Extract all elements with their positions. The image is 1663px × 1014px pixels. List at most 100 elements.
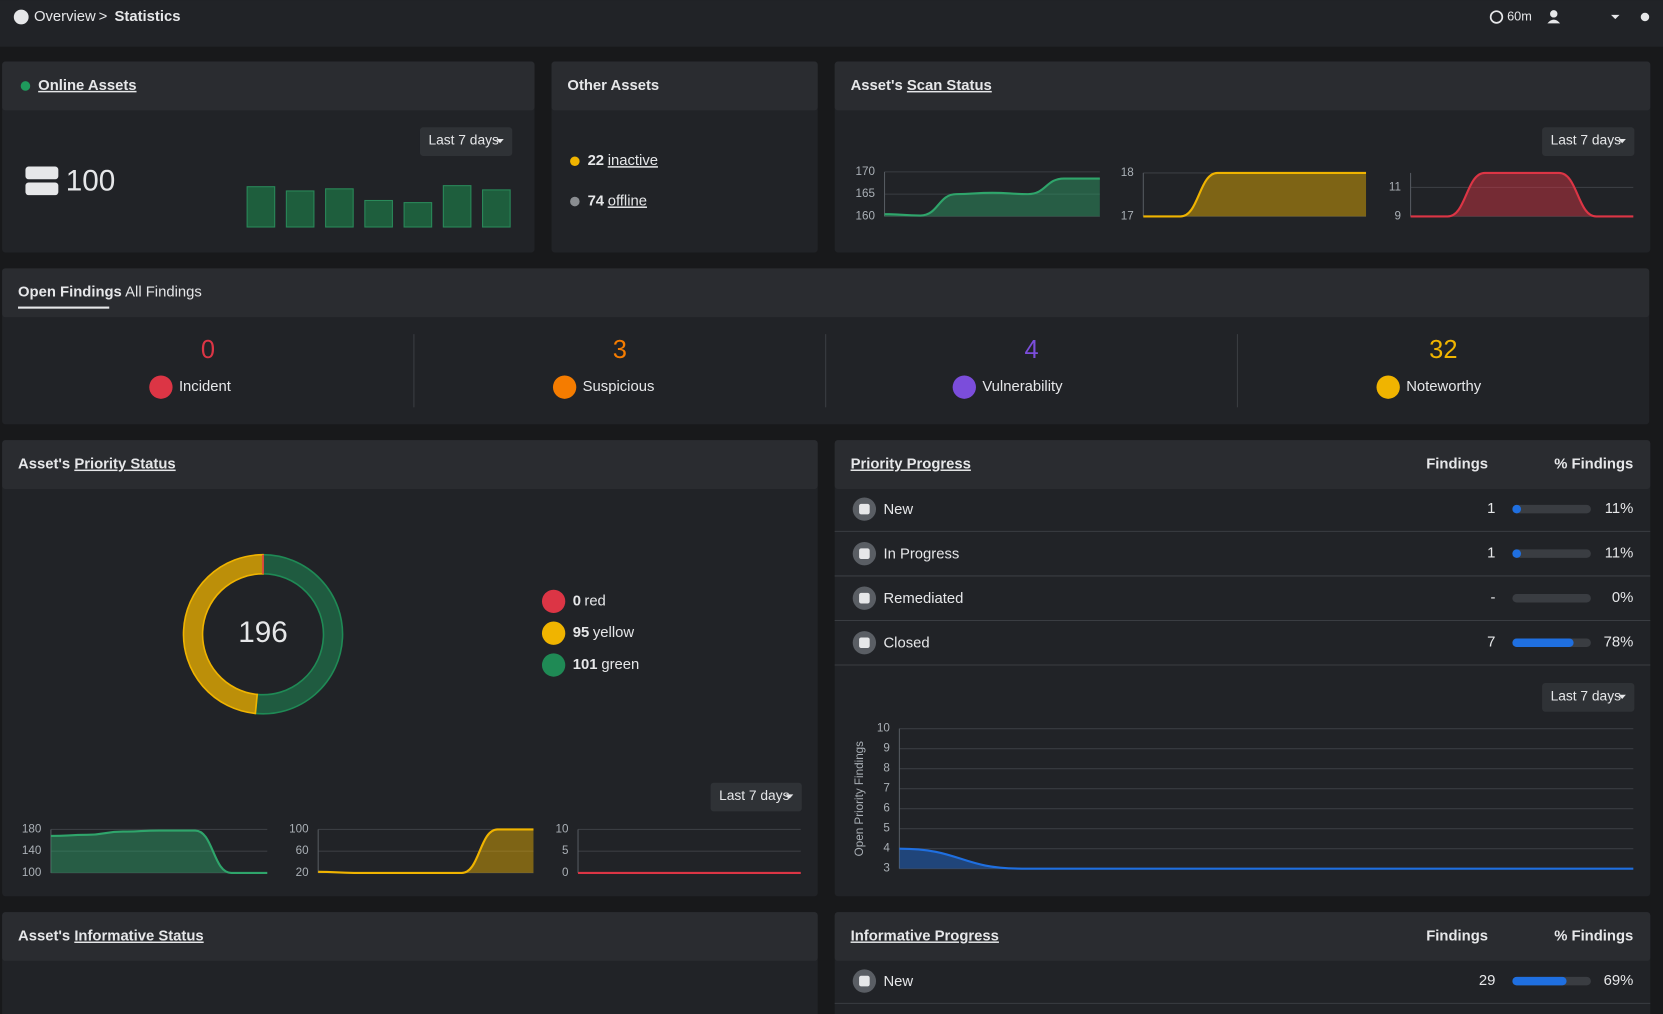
card-title[interactable]: Priority Progress (851, 456, 971, 472)
area (1410, 172, 1634, 217)
y-tick-label: 60 (296, 844, 309, 857)
row-findings: 7 (1487, 635, 1495, 651)
y-tick-label: 165 (856, 187, 875, 200)
bar (403, 202, 433, 228)
card-header (834, 61, 1651, 111)
card-header (2, 440, 818, 489)
title-text: Asset's (851, 78, 903, 94)
asset-count: 74 (588, 193, 605, 209)
area (318, 829, 534, 873)
title-link[interactable]: Priority Status (74, 456, 175, 472)
y-tick-label: 4 (883, 842, 890, 855)
y-tick-label: 140 (22, 844, 42, 857)
line (884, 177, 1100, 217)
range-dropdown[interactable] (1542, 683, 1635, 712)
card-title[interactable]: Online Assets (38, 78, 136, 94)
card-title: Other Assets (567, 78, 659, 94)
refresh-interval[interactable]: 60m (1507, 8, 1532, 23)
y-tick-label: 9 (883, 742, 889, 755)
y-tick-label: 100 (22, 866, 42, 879)
range-label[interactable]: Last 7 days (1551, 133, 1622, 148)
range-label[interactable]: Last 7 days (428, 133, 499, 148)
bar-track (1512, 593, 1591, 603)
legend-icon (541, 589, 566, 614)
finding-count: 4 (1024, 336, 1038, 364)
status-glyph (859, 548, 870, 559)
breadcrumb-link[interactable]: Overview (34, 9, 96, 25)
area (1143, 172, 1367, 217)
column-header: Findings (1426, 928, 1488, 944)
bar (482, 189, 511, 228)
y-tick-label: 10 (556, 822, 569, 835)
range-label[interactable]: Last 7 days (719, 788, 790, 803)
finding-label: Vulnerability (982, 379, 1063, 395)
finding-label: Incident (179, 379, 232, 395)
row-label: New (883, 974, 913, 990)
y-tick-label: 11 (1389, 180, 1401, 193)
row-label: Remediated (883, 591, 963, 607)
range-dropdown[interactable] (710, 782, 802, 812)
y-tick-label: 18 (1121, 166, 1134, 179)
card-title: Asset's Priority Status (18, 456, 176, 472)
caret (1618, 694, 1626, 699)
status-dot (20, 81, 31, 91)
y-tick-label: 9 (1395, 209, 1401, 222)
donut-total: 196 (238, 616, 288, 649)
y-tick-label: 170 (856, 165, 876, 178)
area (884, 178, 1100, 217)
bar (1512, 549, 1522, 558)
title-text: Asset's (18, 456, 70, 472)
asset-label[interactable]: offline (608, 193, 647, 209)
y-tick-label: 7 (883, 782, 889, 795)
finding-icon (952, 375, 976, 399)
row-findings: 1 (1487, 501, 1495, 517)
bar (285, 190, 315, 228)
bar (1512, 638, 1574, 647)
range-dropdown[interactable] (1542, 127, 1635, 156)
breadcrumb-separator: > (99, 9, 108, 25)
user-icon[interactable] (1550, 10, 1558, 18)
finding-label: Suspicious (583, 379, 655, 395)
tab-active[interactable]: Open Findings (18, 285, 122, 301)
row-percent: 0% (1612, 590, 1633, 606)
top-bar (0, 0, 1663, 47)
bar (442, 185, 472, 228)
row-percent: 11% (1605, 546, 1634, 562)
range-label[interactable]: Last 7 days (1551, 688, 1622, 703)
tab[interactable]: All Findings (125, 285, 202, 301)
y-tick-label: 17 (1121, 209, 1134, 222)
row-findings: 1 (1487, 546, 1495, 562)
finding-icon (1376, 375, 1400, 399)
status-glyph (859, 637, 870, 649)
refresh-icon[interactable] (1489, 10, 1504, 24)
y-tick-label: 160 (856, 209, 876, 222)
title-link[interactable]: Scan Status (907, 78, 992, 94)
row-percent: 69% (1604, 973, 1634, 989)
bar (325, 188, 354, 228)
y-tick-label: 3 (883, 862, 889, 875)
row-percent: 11% (1605, 501, 1634, 517)
card-title[interactable]: Informative Progress (851, 928, 999, 944)
card-title: Asset's Informative Status (18, 928, 204, 944)
range-dropdown[interactable] (419, 127, 513, 156)
breadcrumb-current: Statistics (115, 9, 181, 25)
asset-label[interactable]: inactive (608, 153, 658, 169)
finding-count: 3 (613, 336, 627, 364)
card (834, 440, 1651, 897)
theme-toggle[interactable] (1640, 12, 1650, 22)
caret (496, 138, 504, 144)
online-count: 100 (66, 164, 116, 197)
tab-indicator (18, 306, 110, 309)
card-header (834, 440, 1651, 489)
user-menu-caret[interactable] (1611, 14, 1620, 20)
legend-label: green (601, 657, 639, 673)
card-header (551, 61, 818, 111)
column-header: Findings (1426, 456, 1488, 472)
finding-icon (149, 375, 173, 399)
caret (785, 794, 794, 799)
row-findings: 29 (1479, 973, 1495, 989)
title-text: Asset's (18, 928, 70, 944)
title-link[interactable]: Informative Status (74, 928, 203, 944)
